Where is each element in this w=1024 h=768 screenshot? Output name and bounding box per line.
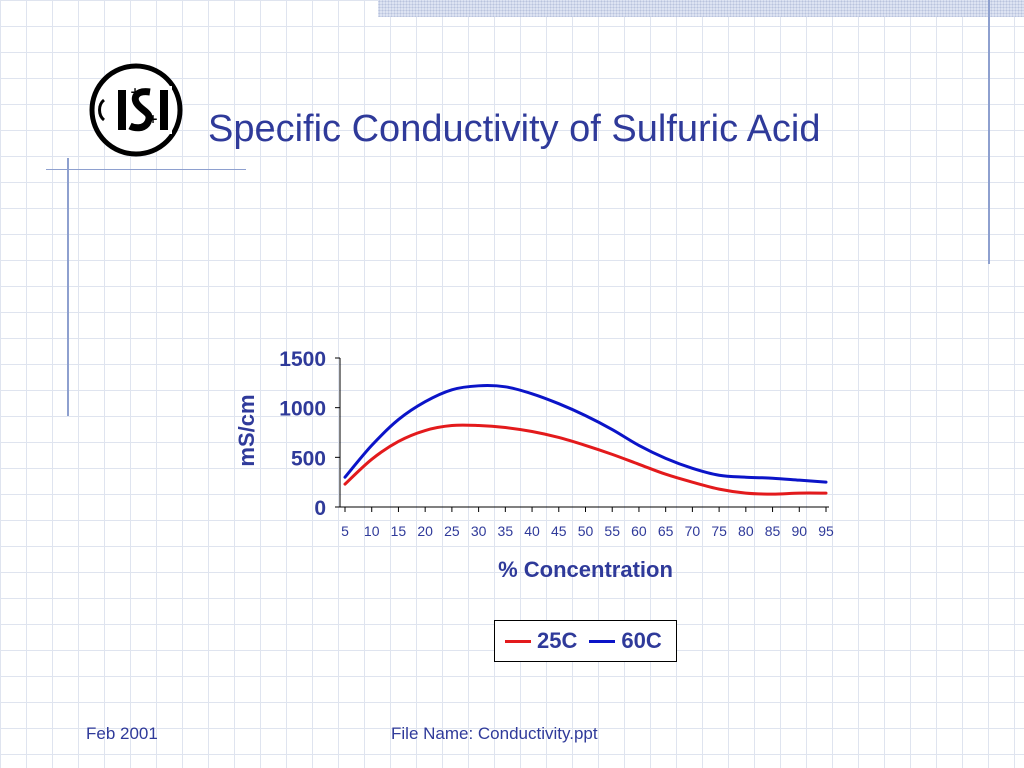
x-tick-label: 50 (578, 523, 594, 539)
x-tick-label: 85 (765, 523, 781, 539)
x-tick-label: 30 (471, 523, 487, 539)
decorative-top-band (378, 0, 1024, 17)
y-tick-label: 500 (291, 447, 326, 470)
x-tick-label: 5 (341, 523, 349, 539)
x-tick-label: 10 (364, 523, 380, 539)
x-tick-label: 20 (417, 523, 433, 539)
x-tick-label: 15 (391, 523, 407, 539)
chart-legend: 25C 60C (494, 620, 677, 662)
x-tick-label: 75 (711, 523, 727, 539)
x-tick-label: 70 (685, 523, 701, 539)
x-tick-label: 65 (658, 523, 674, 539)
legend-label-25c: 25C (537, 628, 578, 653)
x-tick-label: 90 (791, 523, 807, 539)
decorative-horizontal-line (46, 169, 246, 170)
footer-date: Feb 2001 (86, 724, 158, 743)
y-tick-label: 1500 (279, 348, 326, 371)
y-tick-label: 0 (314, 497, 326, 520)
x-tick-label: 80 (738, 523, 754, 539)
x-tick-label: 25 (444, 523, 460, 539)
legend-label-60c: 60C (621, 628, 662, 653)
legend-item-60c: 60C (589, 628, 662, 654)
legend-item-25c: 25C (505, 628, 577, 654)
x-tick-label: 40 (524, 523, 540, 539)
slide-title: Specific Conductivity of Sulfuric Acid (208, 108, 821, 150)
y-axis-title: mS/cm (234, 394, 259, 466)
svg-text:+: + (148, 112, 158, 126)
decorative-vertical-line-left (67, 158, 69, 416)
decorative-vertical-line-right (988, 0, 990, 264)
x-tick-label: 35 (498, 523, 514, 539)
series-line-25c (343, 423, 828, 496)
x-tick-label: 45 (551, 523, 567, 539)
y-tick-label: 1000 (279, 398, 326, 421)
footer-filename: File Name: Conductivity.ppt (391, 724, 598, 743)
svg-text:+: + (130, 85, 140, 99)
x-tick-label: 55 (604, 523, 620, 539)
x-tick-label: 60 (631, 523, 647, 539)
legend-swatch-60c (589, 639, 616, 643)
isi-logo: + + (89, 63, 183, 157)
legend-swatch-25c (505, 639, 531, 643)
x-tick-label: 95 (818, 523, 834, 539)
series-line-60c (343, 384, 828, 484)
x-axis-title: % Concentration (498, 557, 673, 582)
